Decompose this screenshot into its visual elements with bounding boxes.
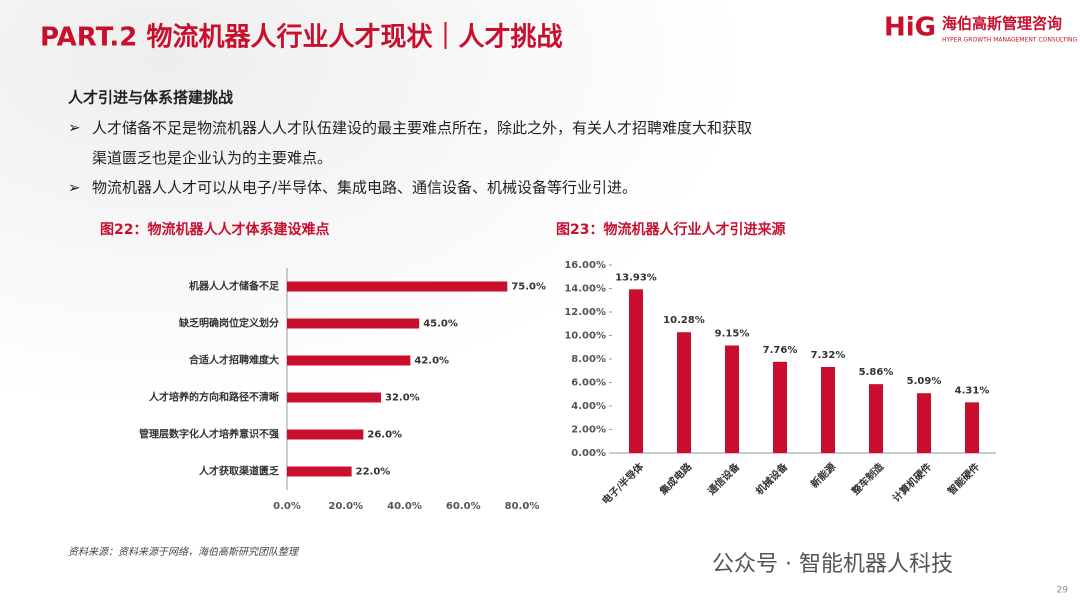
value-label: 26.0% bbox=[367, 430, 402, 441]
category-label: 人才培养的方向和路径不清晰 bbox=[149, 391, 279, 404]
title: PART.2 物流机器人行业人才现状｜人才挑战 bbox=[40, 22, 562, 53]
value-label: 4.31% bbox=[955, 385, 990, 396]
bar bbox=[287, 318, 420, 329]
bar bbox=[917, 393, 931, 453]
x-tick-label: 60.0% bbox=[446, 501, 481, 512]
page-number: 29 bbox=[1057, 586, 1069, 596]
x-tick-label: 40.0% bbox=[387, 501, 422, 512]
category-label: 管理层数字化人才培养意识不强 bbox=[139, 428, 279, 441]
x-tick-label: 80.0% bbox=[505, 501, 540, 512]
logo-name: 海伯高斯管理咨询 bbox=[942, 15, 1062, 33]
value-label: 22.0% bbox=[356, 467, 391, 478]
bullet: 人才储备不足是物流机器人人才队伍建设的最主要难点所在，除此之外，有关人才招聘难度… bbox=[92, 119, 752, 167]
value-label: 7.76% bbox=[763, 345, 798, 356]
x-tick-label: 20.0% bbox=[328, 501, 363, 512]
chart-title: 图23：物流机器人行业人才引进来源 bbox=[556, 221, 785, 238]
value-label: 75.0% bbox=[511, 282, 546, 293]
category-label: 新能源 bbox=[808, 460, 838, 490]
category-label: 智能硬件 bbox=[945, 460, 982, 497]
y-tick-label: 10.00% bbox=[564, 331, 606, 342]
bar bbox=[287, 392, 381, 403]
category-label: 计算机硬件 bbox=[890, 460, 935, 505]
y-tick-label: 2.00% bbox=[571, 425, 606, 436]
category-label: 整车制造 bbox=[848, 459, 887, 498]
value-label: 7.32% bbox=[811, 350, 846, 361]
bar bbox=[869, 384, 883, 453]
logo-mark: HiG bbox=[884, 13, 936, 43]
bar bbox=[773, 361, 787, 453]
bullet: 物流机器人人才可以从电子/半导体、集成电路、通信设备、机械设备等行业引进。 bbox=[92, 179, 637, 197]
category-label: 缺乏明确岗位定义划分 bbox=[178, 317, 279, 330]
value-label: 5.09% bbox=[907, 376, 942, 387]
bullet-mark: ➢ bbox=[68, 119, 81, 137]
watermark: 公众号 · 智能机器人科技 bbox=[712, 552, 953, 577]
bar bbox=[725, 345, 739, 453]
bullet-mark: ➢ bbox=[68, 179, 81, 197]
chart-title: 图22：物流机器人人才体系建设难点 bbox=[100, 221, 329, 238]
bar bbox=[821, 366, 835, 453]
y-tick-label: 8.00% bbox=[571, 354, 606, 365]
bar bbox=[629, 289, 643, 453]
value-label: 10.28% bbox=[663, 315, 705, 326]
value-label: 5.86% bbox=[859, 367, 894, 378]
category-label: 集成电路 bbox=[656, 459, 695, 498]
category-label: 合适人才招聘难度大 bbox=[188, 354, 279, 367]
x-tick-label: 0.0% bbox=[273, 501, 301, 512]
bar bbox=[287, 429, 364, 440]
y-tick-label: 6.00% bbox=[571, 378, 606, 389]
category-label: 人才获取渠道匮乏 bbox=[199, 465, 279, 478]
y-tick-label: 12.00% bbox=[564, 307, 606, 318]
value-label: 32.0% bbox=[385, 393, 420, 404]
value-label: 13.93% bbox=[615, 272, 657, 283]
bar bbox=[965, 402, 979, 453]
source: 资料来源：资料来源于网络，海伯高斯研究团队整理 bbox=[68, 546, 300, 558]
category-label: 机械设备 bbox=[753, 459, 791, 497]
y-tick-label: 0.00% bbox=[571, 448, 606, 459]
category-label: 机器人人才储备不足 bbox=[189, 280, 280, 293]
value-label: 9.15% bbox=[715, 328, 750, 339]
category-label: 通信设备 bbox=[705, 459, 743, 497]
y-tick-label: 14.00% bbox=[564, 284, 606, 295]
bar bbox=[287, 466, 352, 477]
bar bbox=[677, 332, 691, 453]
category-label: 电子/半导体 bbox=[599, 459, 647, 507]
value-label: 42.0% bbox=[414, 356, 449, 367]
bar bbox=[287, 281, 508, 292]
logo-sub: HYPER GROWTH MANAGEMENT CONSULTING bbox=[942, 37, 1077, 44]
bar bbox=[287, 355, 411, 366]
y-tick-label: 16.00% bbox=[564, 260, 606, 271]
y-tick-label: 4.00% bbox=[571, 401, 606, 412]
value-label: 45.0% bbox=[423, 319, 458, 330]
heading: 人才引进与体系搭建挑战 bbox=[68, 89, 233, 107]
